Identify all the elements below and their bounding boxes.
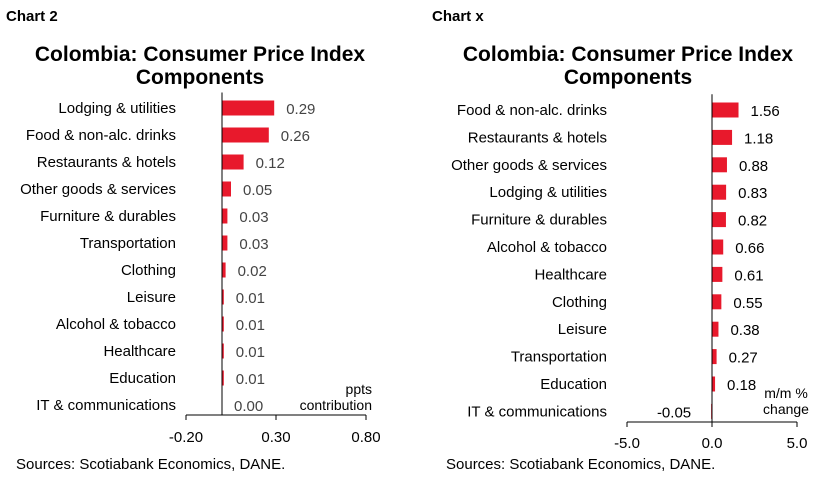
bar [222, 343, 224, 359]
bar [222, 289, 224, 305]
bar [712, 294, 722, 310]
category-label: Clothing [121, 262, 176, 279]
category-label: Transportation [80, 235, 176, 252]
chart-title-line1: Colombia: Consumer Price Index [35, 43, 366, 66]
data-label: 0.26 [281, 128, 310, 145]
category-label: Food & non-alc. drinks [457, 102, 607, 119]
bar [222, 262, 226, 278]
bar [712, 212, 726, 228]
chart-2: Chart 2 Colombia: Consumer Price Index C… [6, 8, 381, 473]
category-label: Alcohol & tobacco [56, 316, 176, 333]
category-label: Clothing [552, 294, 607, 311]
plot-area: Food & non-alc. drinks 1.56 Restaurants & … [451, 94, 807, 452]
category-label: Healthcare [103, 343, 176, 360]
category-label: Other goods & services [20, 181, 176, 198]
unit-label-line2: change [763, 401, 809, 417]
data-label: 0.03 [239, 236, 268, 253]
category-label: IT & communications [36, 397, 176, 414]
bar [712, 376, 716, 392]
data-label: 0.61 [734, 267, 763, 284]
category-label: Transportation [511, 349, 607, 366]
bar [222, 316, 224, 332]
bar [222, 235, 228, 251]
unit-label-line1: m/m % [764, 385, 808, 401]
data-label: 0.18 [727, 377, 756, 394]
category-label: Alcohol & tobacco [487, 239, 607, 256]
bar [712, 266, 723, 282]
plot-area: Lodging & utilities 0.29 Food & non-alc. d… [20, 92, 381, 446]
data-label: 0.82 [738, 213, 767, 230]
unit-label-line1: ppts [346, 381, 372, 397]
data-label: 0.01 [236, 344, 265, 361]
bar [222, 127, 269, 143]
category-label: Education [109, 370, 176, 387]
x-tick-label: 0.80 [351, 429, 380, 446]
source-note: Sources: Scotiabank Economics, DANE. [446, 456, 715, 473]
category-label: Education [540, 376, 607, 393]
data-label: 0.88 [739, 158, 768, 175]
category-label: Leisure [558, 321, 607, 338]
source-note: Sources: Scotiabank Economics, DANE. [16, 456, 285, 473]
category-label: Restaurants & hotels [468, 129, 607, 146]
data-label: 0.01 [236, 317, 265, 334]
data-label: 0.03 [239, 209, 268, 226]
category-label: Furniture & durables [40, 208, 176, 225]
x-tick-label: -5.0 [614, 435, 640, 452]
bar [712, 349, 717, 365]
data-label: 0.66 [735, 240, 764, 257]
unit-label-line2: contribution [300, 397, 372, 413]
data-label: 0.01 [236, 371, 265, 388]
data-label: -0.05 [657, 404, 691, 421]
category-label: Lodging & utilities [58, 100, 176, 117]
bar [712, 102, 739, 118]
data-label: 1.18 [744, 130, 773, 147]
data-label: 0.27 [729, 350, 758, 367]
bar [222, 208, 228, 224]
bar [712, 184, 727, 200]
category-label: Other goods & services [451, 157, 607, 174]
bar [712, 321, 719, 337]
x-tick-label: 5.0 [787, 435, 808, 452]
category-label: Restaurants & hotels [37, 154, 176, 171]
bar [222, 370, 224, 386]
x-tick-label: -0.20 [169, 429, 203, 446]
category-label: Leisure [127, 289, 176, 306]
bar [222, 181, 231, 197]
chart-label: Chart x [432, 8, 484, 25]
chart-title-line2: Components [564, 66, 692, 89]
data-label: 0.00 [234, 398, 263, 415]
category-label: Furniture & durables [471, 212, 607, 229]
bar [222, 100, 275, 116]
data-label: 1.56 [751, 103, 780, 120]
x-tick-label: 0.30 [261, 429, 290, 446]
category-label: Healthcare [534, 266, 607, 283]
chart-x: Chart x Colombia: Consumer Price Index C… [432, 8, 809, 473]
bar [222, 154, 244, 170]
data-label: 0.02 [238, 263, 267, 280]
category-label: Food & non-alc. drinks [26, 127, 176, 144]
category-label: Lodging & utilities [489, 184, 607, 201]
bar [712, 129, 733, 145]
data-label: 0.05 [243, 182, 272, 199]
chart-title-line2: Components [136, 66, 264, 89]
chart-label: Chart 2 [6, 8, 58, 25]
category-label: IT & communications [467, 403, 607, 420]
bar [712, 239, 724, 255]
bar [712, 157, 727, 173]
data-label: 0.83 [738, 185, 767, 202]
data-label: 0.01 [236, 290, 265, 307]
data-label: 0.55 [733, 295, 762, 312]
data-label: 0.29 [286, 101, 315, 118]
x-tick-label: 0.0 [702, 435, 723, 452]
data-label: 0.12 [256, 155, 285, 172]
data-label: 0.38 [730, 322, 759, 339]
chart-title-line1: Colombia: Consumer Price Index [463, 43, 794, 66]
